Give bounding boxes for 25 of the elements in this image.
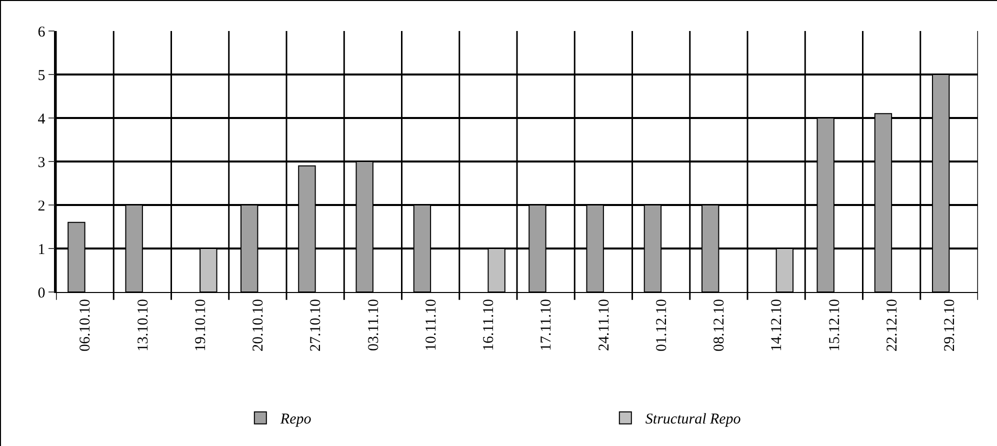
y-tick-label: 3 [38, 154, 46, 171]
x-tick-label: 19.10.10 [192, 299, 209, 352]
x-tick-label: 27.10.10 [308, 299, 324, 352]
x-tick-label: 06.10.10 [78, 299, 94, 352]
x-tick-label: 15.12.10 [826, 299, 843, 352]
y-tick-label: 6 [38, 24, 46, 40]
x-tick-label: 01.12.10 [654, 299, 670, 352]
x-tick-label: 08.12.10 [712, 299, 728, 352]
x-tick-label: 24.11.10 [596, 299, 612, 351]
x-tick-label: 13.10.10 [135, 299, 152, 352]
x-tick-label: 22.12.10 [884, 299, 900, 352]
x-tick-label: 03.11.10 [366, 299, 382, 351]
x-tick-label: 14.12.10 [769, 299, 786, 352]
x-tick-label: 20.10.10 [250, 299, 267, 352]
legend-label: Repo [279, 412, 312, 428]
y-tick-label: 5 [38, 68, 46, 84]
x-tick-label: 29.12.10 [942, 299, 958, 352]
x-tick-label: 16.11.10 [481, 299, 498, 351]
y-tick-label: 4 [38, 111, 46, 128]
y-tick-label: 0 [38, 285, 46, 302]
y-tick-label: 1 [38, 242, 46, 258]
x-tick-label: 17.11.10 [538, 299, 555, 351]
x-tick-label: 10.11.10 [423, 299, 440, 351]
legend-label: Structural Repo [645, 412, 742, 428]
y-tick-label: 2 [38, 198, 46, 214]
